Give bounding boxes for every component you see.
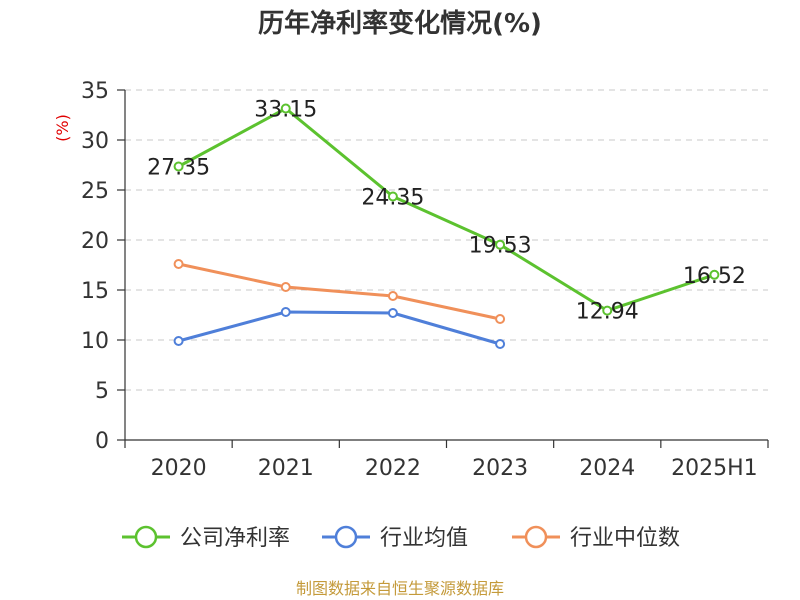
legend-label: 行业均值 [380,526,468,551]
legend-marker [334,525,358,549]
data-point [173,259,184,269]
legend-marker [134,525,158,549]
data-point [709,269,720,280]
x-tick-label: 2020 [151,456,207,481]
data-point [387,191,398,202]
series-line [178,262,501,321]
grid-lines [125,89,768,391]
legend-item-1: 行业均值 [322,525,468,551]
y-tick-label: 0 [95,429,109,454]
source-note: 制图数据来自恒生聚源数据库 [296,579,504,598]
data-point [173,161,184,172]
axes: 0 5 10 15 20 25 30 35 2020 2021 2022 2023 2024 2025H1 [81,79,769,481]
series-layer: 27.35 33.15 24.35 19.53 12.94 16.52 [147,98,746,349]
x-tick-label: 2021 [258,456,314,481]
y-tick-label: 25 [81,179,109,204]
legend: 公司净利率 行业均值 行业中位数 [122,525,680,551]
data-point [280,307,291,317]
y-tick-label: 10 [81,329,109,354]
x-tick-label: 2025H1 [671,456,758,481]
x-tick-label: 2023 [472,456,528,481]
data-point [280,282,291,292]
data-point [602,305,613,316]
legend-label: 行业中位数 [570,526,680,551]
series-2 [173,259,506,324]
series-0: 27.35 33.15 24.35 19.53 12.94 16.52 [147,98,746,325]
data-label: 24.35 [361,186,424,211]
data-label: 27.35 [147,156,210,181]
x-tick-label: 2022 [365,456,421,481]
data-label: 12.94 [576,300,639,325]
legend-item-0: 公司净利率 [122,525,290,551]
y-tick-label: 30 [81,129,109,154]
data-point [495,239,506,250]
data-point [280,103,291,114]
y-tick-label: 15 [81,279,109,304]
chart-title: 历年净利率变化情况(%) [258,8,542,39]
y-axis-unit-label: (%) [53,114,72,142]
data-point [495,314,506,324]
legend-item-2: 行业中位数 [512,525,680,551]
legend-marker [524,525,548,549]
data-point [387,291,398,301]
data-label: 16.52 [683,264,746,289]
y-tick-label: 20 [81,229,109,254]
series-1 [173,307,506,349]
data-point [495,339,506,349]
y-tick-label: 35 [81,79,109,104]
data-point [387,308,398,318]
legend-label: 公司净利率 [180,526,290,551]
data-point [173,336,184,346]
data-label: 19.53 [469,234,532,259]
x-tick-label: 2024 [579,456,635,481]
series-line [178,310,501,346]
data-label: 33.15 [254,98,317,123]
y-tick-label: 5 [95,379,109,404]
series-line [177,107,715,313]
